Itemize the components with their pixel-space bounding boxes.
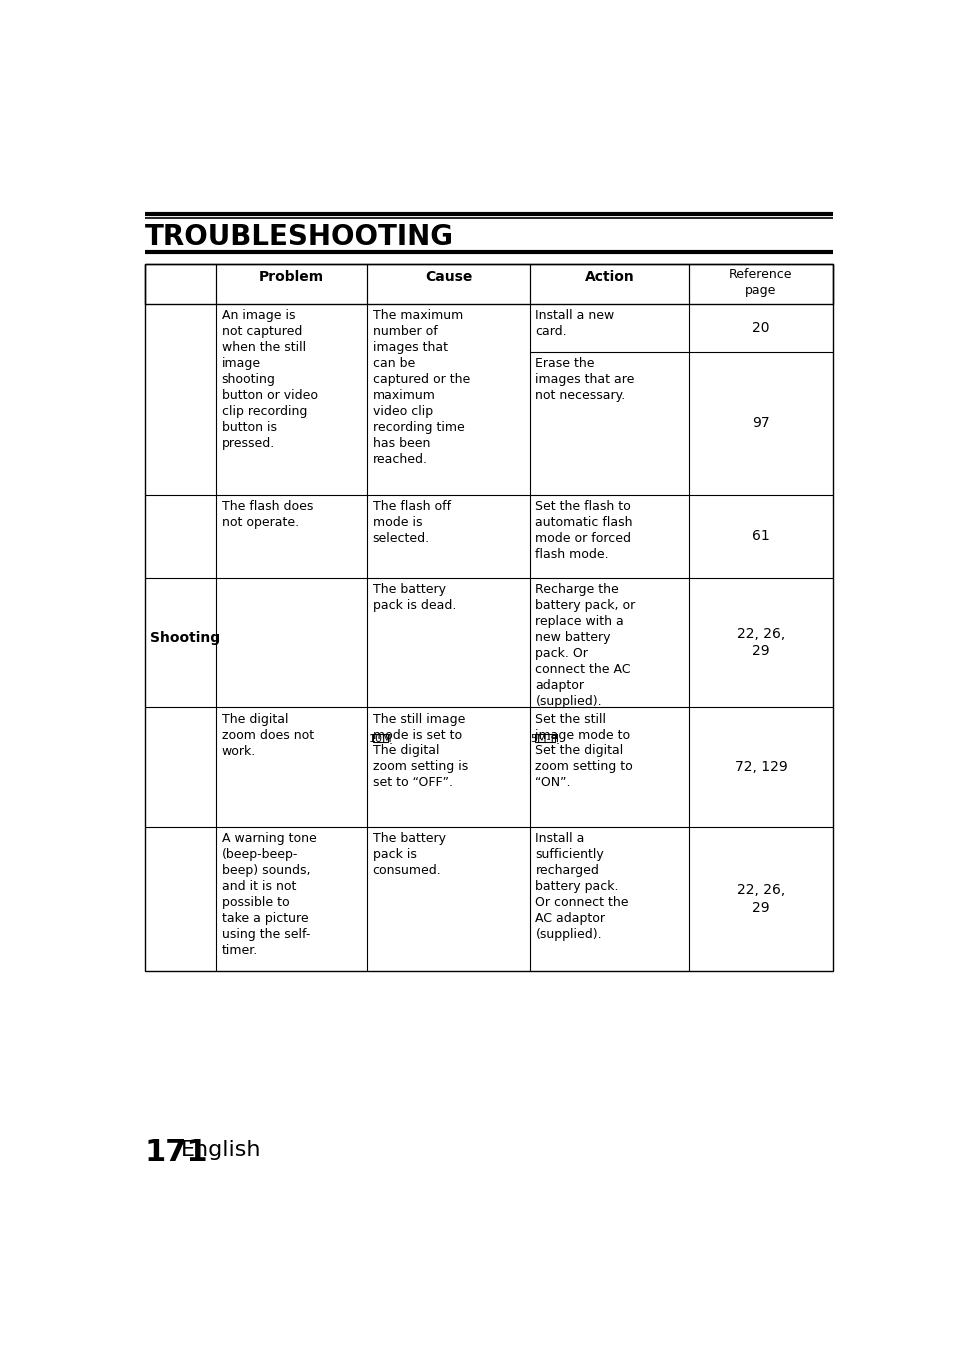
Text: The maximum
number of
images that
can be
captured or the
maximum
video clip
reco: The maximum number of images that can be… bbox=[373, 309, 470, 467]
Text: Set the still
image mode to: Set the still image mode to bbox=[535, 713, 630, 741]
Text: Cause: Cause bbox=[424, 270, 472, 284]
Text: 22, 26,
29: 22, 26, 29 bbox=[736, 884, 784, 915]
Text: English: English bbox=[180, 1141, 261, 1161]
Text: Set the digital
zoom setting to
“ON”.: Set the digital zoom setting to “ON”. bbox=[535, 744, 633, 790]
Text: 72, 129: 72, 129 bbox=[734, 760, 786, 773]
Text: 97: 97 bbox=[751, 416, 769, 430]
Bar bbox=[535, 733, 554, 742]
Text: 22, 26,
29: 22, 26, 29 bbox=[736, 627, 784, 658]
Text: TROUBLESHOOTING: TROUBLESHOOTING bbox=[145, 223, 454, 252]
Text: 10M: 10M bbox=[368, 734, 392, 744]
Text: The battery
pack is dead.: The battery pack is dead. bbox=[373, 584, 456, 612]
Bar bbox=[145, 264, 832, 304]
Text: Set the flash to
automatic flash
mode or forced
flash mode.: Set the flash to automatic flash mode or… bbox=[535, 500, 632, 561]
Text: An image is
not captured
when the still
image
shooting
button or video
clip reco: An image is not captured when the still … bbox=[221, 309, 317, 451]
Text: 20: 20 bbox=[751, 320, 769, 335]
Text: 5M-H: 5M-H bbox=[530, 734, 559, 744]
Text: The digital
zoom setting is
set to “OFF”.: The digital zoom setting is set to “OFF”… bbox=[373, 744, 467, 790]
Text: Erase the
images that are
not necessary.: Erase the images that are not necessary. bbox=[535, 356, 634, 402]
Text: 171: 171 bbox=[145, 1138, 209, 1166]
Text: Install a
sufficiently
recharged
battery pack.
Or connect the
AC adaptor
(suppli: Install a sufficiently recharged battery… bbox=[535, 833, 628, 941]
Text: Reference
page: Reference page bbox=[728, 269, 792, 297]
Bar bbox=[373, 733, 388, 742]
Text: A warning tone
(beep-beep-
beep) sounds,
and it is not
possible to
take a pictur: A warning tone (beep-beep- beep) sounds,… bbox=[221, 833, 316, 958]
Text: Problem: Problem bbox=[259, 270, 324, 284]
Text: Shooting: Shooting bbox=[150, 631, 220, 644]
Text: The still image
mode is set to: The still image mode is set to bbox=[373, 713, 464, 741]
Text: Recharge the
battery pack, or
replace with a
new battery
pack. Or
connect the AC: Recharge the battery pack, or replace wi… bbox=[535, 584, 635, 709]
Text: 61: 61 bbox=[751, 530, 769, 543]
Bar bbox=[145, 264, 832, 971]
Text: The flash does
not operate.: The flash does not operate. bbox=[221, 500, 313, 529]
Text: .: . bbox=[555, 734, 558, 748]
Text: Install a new
card.: Install a new card. bbox=[535, 309, 614, 338]
Text: The digital
zoom does not
work.: The digital zoom does not work. bbox=[221, 713, 314, 757]
Text: The battery
pack is
consumed.: The battery pack is consumed. bbox=[373, 833, 445, 877]
Text: The flash off
mode is
selected.: The flash off mode is selected. bbox=[373, 500, 451, 545]
Text: .: . bbox=[388, 734, 393, 748]
Text: Action: Action bbox=[584, 270, 634, 284]
